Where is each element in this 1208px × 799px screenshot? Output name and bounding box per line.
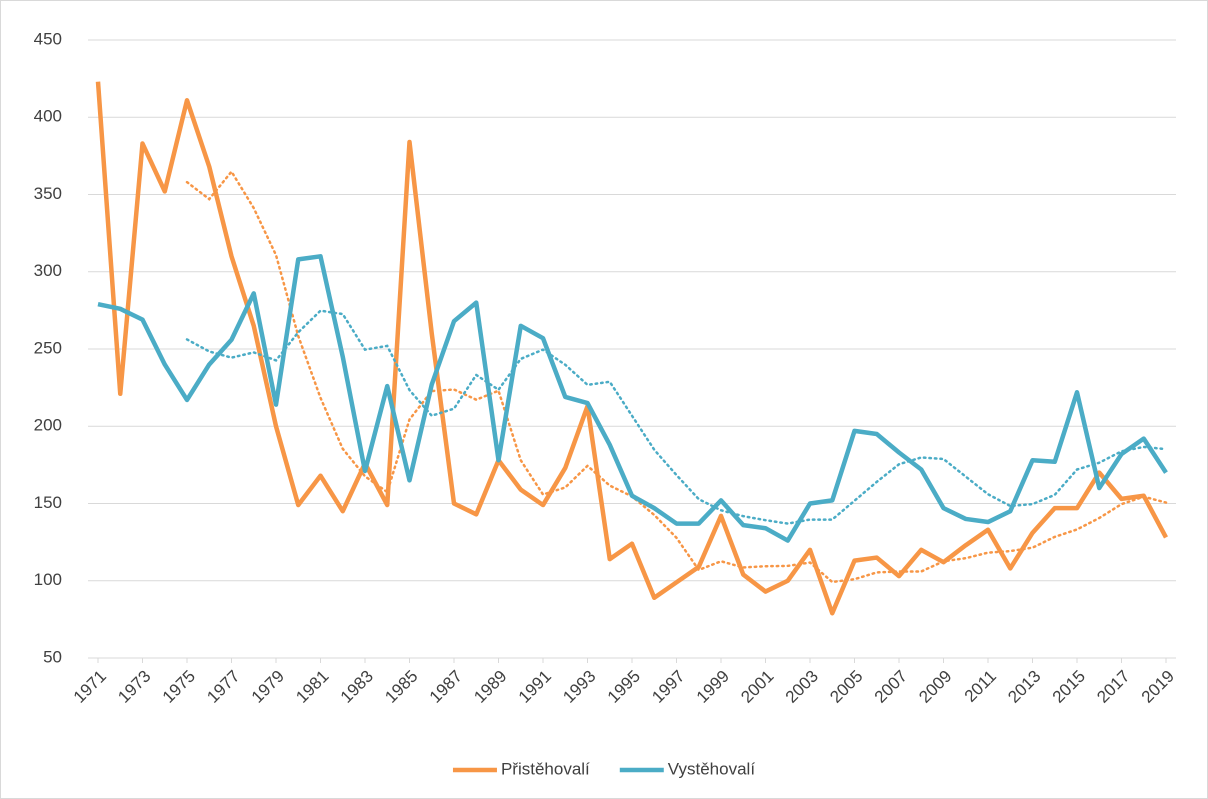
series-line — [97, 254, 1168, 543]
legend-label: Vystěhovalí — [668, 759, 756, 778]
y-tick-label: 450 — [34, 29, 62, 48]
series-line — [95, 81, 1168, 616]
trendline — [185, 309, 1168, 525]
legend: Přistěhovalí Vystěhovalí — [452, 759, 756, 778]
legend-label: Přistěhovalí — [501, 759, 590, 778]
y-tick-label: 200 — [34, 416, 62, 435]
y-tick-label: 300 — [34, 261, 62, 280]
y-tick-label: 350 — [34, 184, 62, 203]
y-tick-label: 400 — [34, 107, 62, 126]
y-tick-label: 150 — [34, 493, 62, 512]
y-tick-label: 250 — [34, 338, 62, 357]
y-tick-label: 100 — [34, 570, 62, 589]
y-tick-label: 50 — [43, 647, 62, 666]
